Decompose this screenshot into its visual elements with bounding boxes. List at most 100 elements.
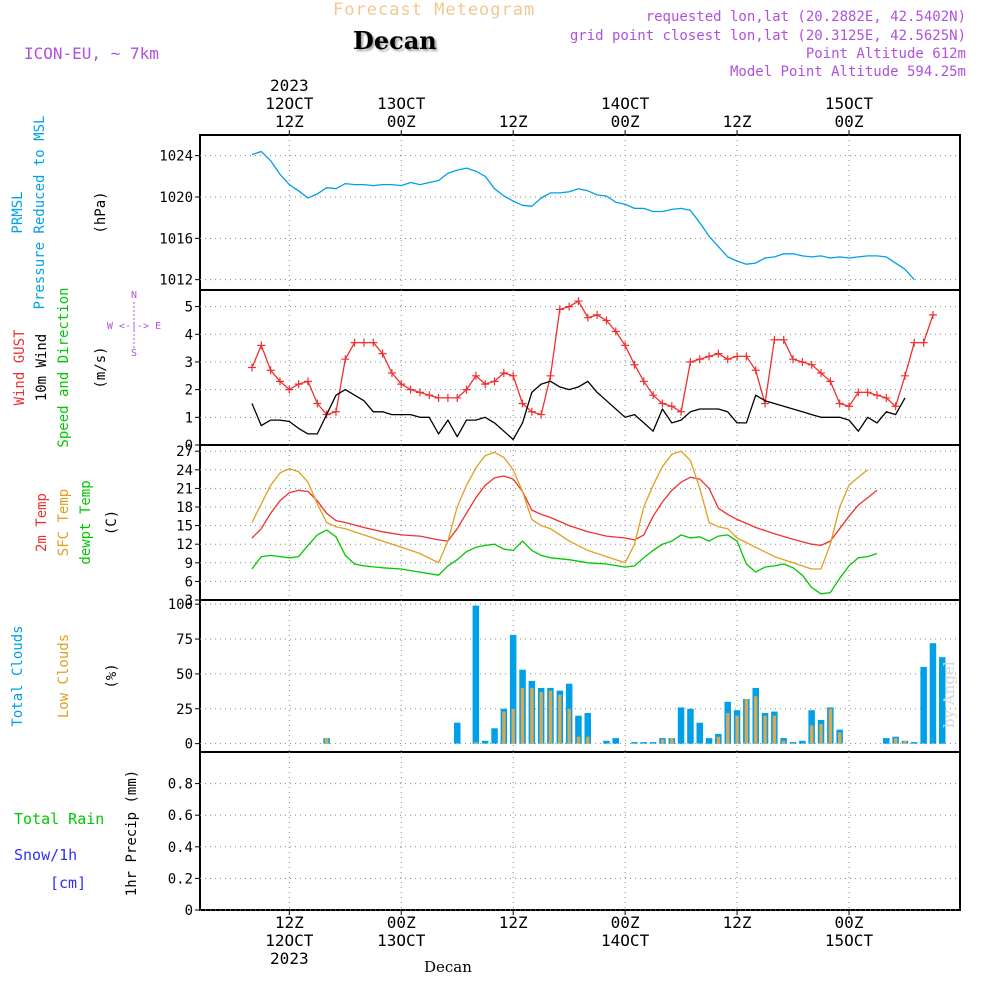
low-clouds-bar [744,699,749,744]
unit-temperature: (C) [104,510,120,535]
compass-south: S [131,348,137,359]
gust-point-marker [574,297,583,306]
model-point-altitude: Model Point Altitude 594.25m [729,64,966,80]
gust-point-marker [471,371,480,380]
panel-frame-pressure [199,134,961,291]
gust-point-marker [798,357,807,366]
bottom-time-label: 12Z [723,913,752,932]
gust-point-marker [350,338,359,347]
low-clouds-bar [520,687,525,744]
bottom-time-label: 14OCT [601,931,650,950]
ylabel-clouds-0: Total Clouds [10,625,26,726]
gust-point-marker [537,410,546,419]
ytick-label-wind: 5 [185,300,193,316]
low-clouds-bar [819,724,823,744]
gust-point-marker [667,402,676,411]
gust-point-marker [378,349,387,358]
total-clouds-bar [584,713,591,744]
total-clouds-bar [603,740,610,744]
ytick-label-temperature: 27 [176,444,193,460]
gust-point-marker [331,407,340,416]
total-clouds-bar [696,722,703,744]
ytick-label-wind: 3 [185,355,193,371]
ytick-label-temperature: 21 [176,481,193,497]
low-clouds-bar [539,692,543,744]
ytick-label-wind: 4 [185,327,193,343]
top-time-label: 12Z [723,112,752,131]
gust-point-marker [359,338,368,347]
low-clouds-bar [576,736,581,744]
bottom-time-label: 00Z [611,913,640,932]
low-clouds-bar [838,732,842,744]
gust-point-marker [294,380,303,389]
gust-point-marker [714,349,723,358]
compass-north: N [131,290,137,301]
gust-point-marker [705,352,714,361]
series-group-wind [248,297,937,441]
gust-point-marker [891,402,900,411]
ytick-label-clouds: 25 [176,702,193,718]
low-clouds-bar [548,690,553,744]
low-clouds-bar [586,736,590,744]
top-time-label: 2023 [270,76,309,95]
total-clouds-bar [920,666,927,744]
top-time-label: 12Z [499,112,528,131]
gust-point-marker [695,355,704,364]
gust-point-marker [630,360,639,369]
gust-point-marker [490,377,499,386]
total-clouds-bar [649,742,657,744]
ylabel-pressure-0: PRMSL [10,191,26,233]
low-clouds-bar [502,711,506,744]
low-clouds-bar [511,708,515,744]
low-clouds-bar [810,725,814,744]
ytick-label-wind: 0 [185,438,193,454]
gust-point-marker [686,357,695,366]
panel-frame-wind [199,289,961,446]
gust-point-marker [910,338,919,347]
series-line-wind10m [251,380,906,441]
gust-point-marker [518,399,527,408]
ytick-label-clouds: 75 [176,632,193,648]
ytick-label-temperature: 24 [176,463,193,479]
gust-point-marker [677,407,686,416]
point-altitude: Point Altitude 612m [805,46,966,62]
footer-location: Decan [424,958,472,976]
series-line-gust [251,300,934,416]
low-clouds-bar [530,687,534,744]
ytick-label-precip: 0.2 [168,871,193,887]
ytick-label-pressure: 1012 [159,273,193,289]
gust-point-marker [434,393,443,402]
gust-point-marker [723,355,732,364]
top-time-label: 15OCT [825,94,874,113]
gust-point-marker [462,385,471,394]
total-clouds-bar [911,742,918,744]
ytick-label-pressure: 1020 [159,190,193,206]
gust-point-marker [406,385,415,394]
gust-point-marker [425,391,434,400]
ylabel-precip-unit: [cm] [50,874,86,892]
low-clouds-bar [763,715,767,744]
grid-point-coords: grid point closest lon,lat (20.3125E, 42… [569,28,966,44]
low-clouds-bar [782,740,786,744]
unit-pressure: (hPa) [93,191,109,233]
bottom-time-label: 12OCT [265,931,314,950]
total-clouds-bar [883,738,890,744]
ytick-label-temperature: 3 [185,593,193,609]
ytick-label-precip: 0.8 [168,777,193,793]
ylabel-precip-snow: Snow/1h [14,846,77,864]
ytick-label-precip: 0.6 [168,808,193,824]
low-clouds-bar [894,738,898,744]
ylabel-pressure-1: Pressure Reduced to MSL [32,116,48,310]
gust-point-marker [602,316,611,325]
gust-point-marker [546,371,555,380]
ytick-label-precip: 0.4 [168,840,193,856]
ytick-label-wind: 1 [185,410,193,426]
total-clouds-bar [705,738,713,744]
gust-point-marker [555,305,564,314]
low-clouds-bar [660,739,665,744]
ylabel-temperature-1: SFC Temp [56,489,72,556]
ytick-label-temperature: 18 [176,500,193,516]
gust-point-marker [742,352,751,361]
gust-point-marker [481,380,490,389]
